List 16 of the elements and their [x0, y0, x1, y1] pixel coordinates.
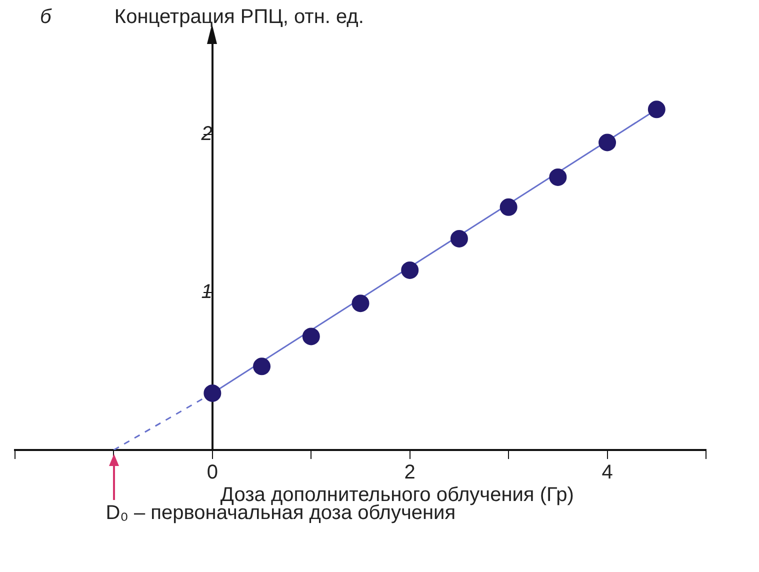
- y-axis-title: Концетрация РПЦ, отн. ед.: [114, 6, 364, 29]
- point: [253, 358, 271, 376]
- point: [598, 134, 616, 152]
- text: б: [40, 6, 52, 29]
- point: [204, 384, 222, 402]
- point: [549, 168, 567, 186]
- point: [352, 294, 370, 312]
- point: [648, 100, 666, 118]
- x-tick-label: 2: [404, 462, 416, 484]
- point: [500, 198, 518, 216]
- x-tick-label: 4: [602, 462, 613, 484]
- point: [401, 261, 419, 279]
- point: [302, 328, 320, 346]
- x-tick-label: 0: [206, 462, 218, 484]
- x-axis-title: Доза дополнительного облучения (Гр): [220, 484, 574, 506]
- point: [450, 230, 468, 248]
